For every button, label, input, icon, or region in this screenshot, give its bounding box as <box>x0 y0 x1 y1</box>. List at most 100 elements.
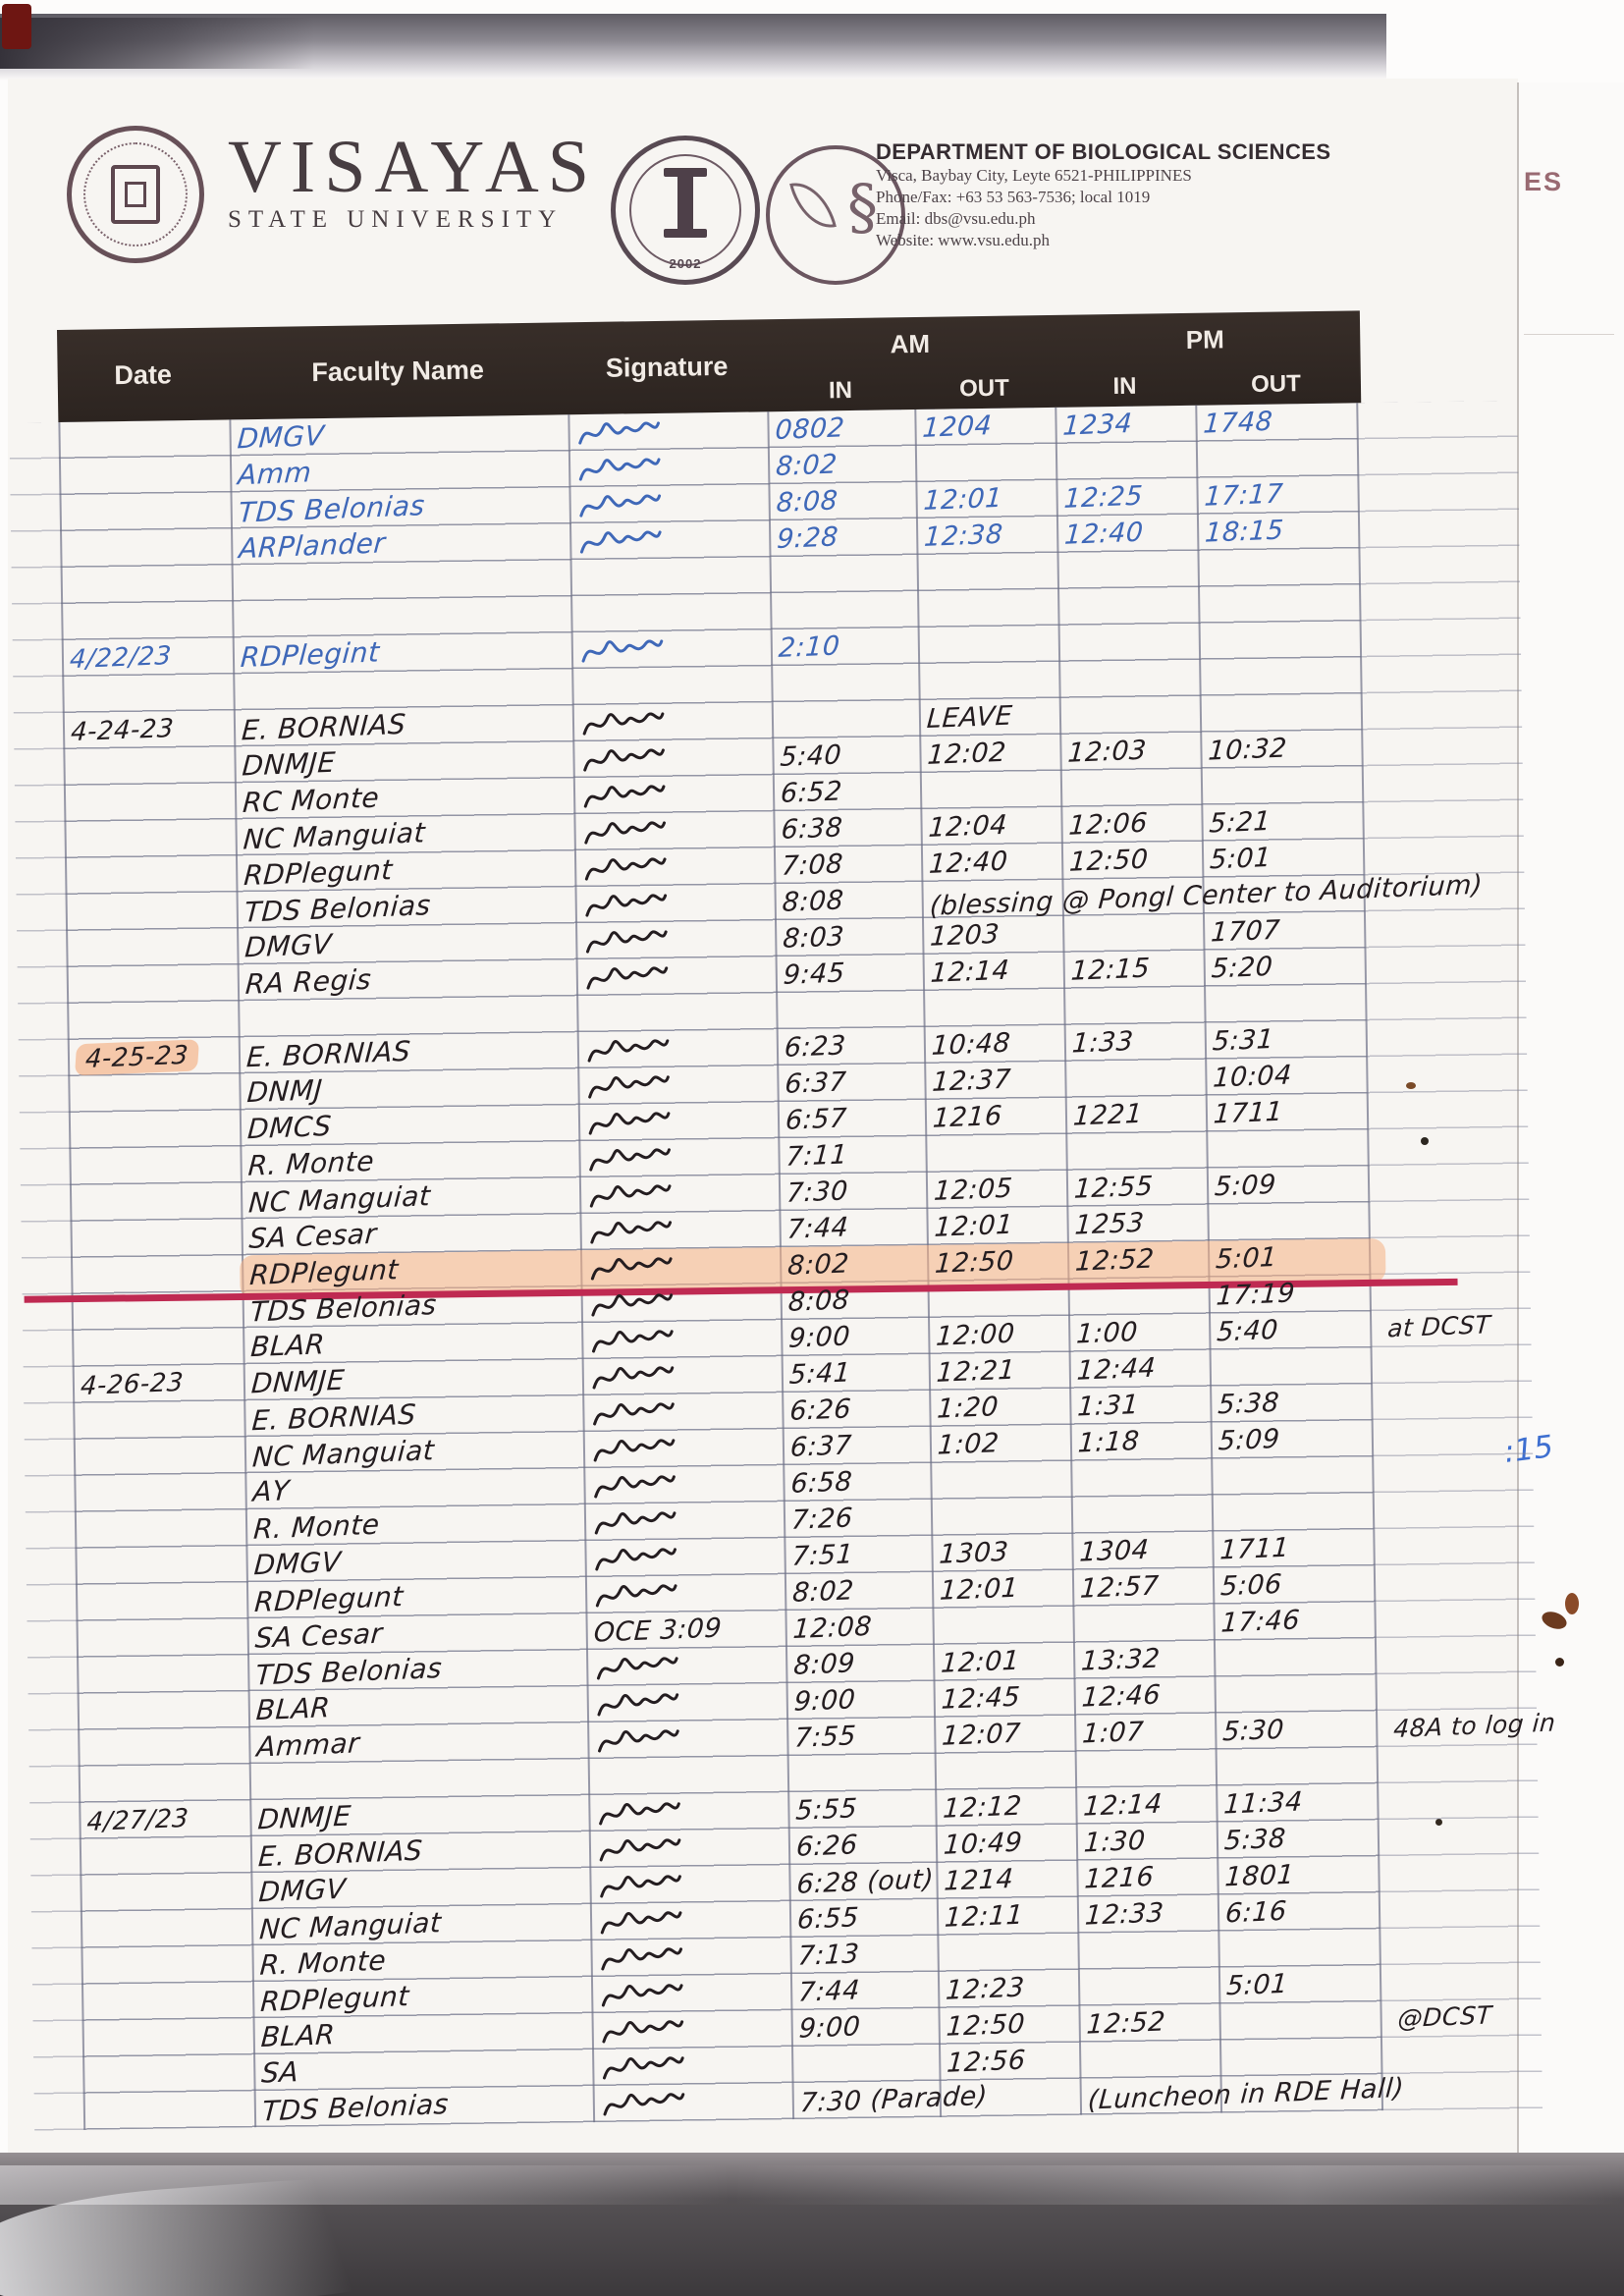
cell-am_in: 6:26 <box>782 1391 930 1429</box>
cell-am_in: 8:02 <box>785 1572 933 1611</box>
cell-sig <box>589 1865 789 1904</box>
handwritten-name: DMGV <box>244 927 333 963</box>
cell-sig <box>591 2010 791 2050</box>
handwritten-name: NC Manguiat <box>247 1178 432 1220</box>
handwritten-am_out: 12:07 <box>941 1718 1022 1752</box>
handwritten-am_in: 8:08 <box>786 1285 851 1318</box>
signature-mark <box>591 1292 674 1317</box>
handwritten-pm_in: 12:03 <box>1066 735 1148 769</box>
handwritten-date: 4/22/23 <box>69 640 173 675</box>
cell-name: NC Manguiat <box>251 1904 591 1945</box>
cell-am_in: 7:30 <box>779 1173 927 1211</box>
cell-pm_out: 5:09 <box>1211 1420 1374 1458</box>
cell-am_out: 12:01 <box>915 480 1056 519</box>
cell-pm_in: 12:06 <box>1060 805 1202 844</box>
handwritten-am_in: 8:03 <box>782 921 845 955</box>
cell-pm_in: (Luncheon in RDE Hall) <box>1080 2073 1405 2116</box>
cell-pm_in: 1:07 <box>1074 1714 1216 1752</box>
cell-sig <box>579 1211 780 1250</box>
handwritten-pm_out: 1711 <box>1218 1532 1291 1566</box>
cell-name: BLAR <box>243 1323 582 1364</box>
table-row: 4/27/23 DNMJE 5:55 12:12 12:14 11:34 <box>79 1783 1378 1839</box>
table-row: 4/22/23 RDPlegint 2:10 <box>62 621 1361 677</box>
stain-speck <box>1421 1137 1429 1145</box>
handwritten-name: TDS Belonias <box>243 888 432 929</box>
signature-text: OCE 3:09 <box>592 1613 724 1649</box>
cell-sig <box>577 1029 778 1068</box>
cell-date <box>82 2054 254 2094</box>
handwritten-am_out: 12:37 <box>931 1064 1012 1098</box>
handwritten-pm_in: 12:25 <box>1062 480 1144 515</box>
cell-am_out: 12:50 <box>927 1243 1068 1282</box>
cell-pm_in <box>1067 1278 1209 1316</box>
cell-sig <box>568 484 769 523</box>
cell-am_in: 6:38 <box>773 809 921 847</box>
handwritten-am_in: 7:44 <box>785 1212 850 1245</box>
handwritten-name: RDPlegunt <box>243 852 394 892</box>
cell-sig <box>588 1792 788 1831</box>
handwritten-am_out: 12:01 <box>933 1209 1014 1243</box>
handwritten-am_out: 1:20 <box>936 1392 1001 1425</box>
handwritten-pm_in: 12:55 <box>1073 1171 1155 1205</box>
cell-sig: OCE 3:09 <box>585 1611 785 1650</box>
cell-sig <box>571 629 772 669</box>
cell-date <box>70 1182 242 1222</box>
seal-ring <box>83 142 188 246</box>
handwritten-name: RA Regis <box>244 962 373 1001</box>
cell-date <box>70 1219 242 1258</box>
handwritten-am_out: 12:00 <box>935 1318 1016 1352</box>
cell-am_in: 6:37 <box>777 1064 925 1102</box>
cell-pm_in: 12:46 <box>1073 1677 1215 1716</box>
cell-am_out <box>930 1461 1071 1500</box>
cell-pm_out <box>1196 439 1359 477</box>
cell-pm_in <box>1064 1060 1206 1098</box>
handwritten-pm_in: 12:15 <box>1069 953 1152 987</box>
table-row: NC Manguiat 6:37 1:02 1:18 5:09 <box>74 1420 1373 1476</box>
cell-name: ARPlander <box>231 523 570 565</box>
handwritten-name: TDS Belonias <box>260 2087 450 2127</box>
signature-mark <box>601 1946 683 1970</box>
header-am-in: IN <box>828 376 853 405</box>
handwritten-pm_out: 10:04 <box>1212 1060 1293 1094</box>
handwritten-am_in: 5:41 <box>787 1357 852 1391</box>
signature-mark <box>595 1583 677 1607</box>
handwritten-am_out: 1216 <box>932 1100 1003 1134</box>
cell-pm_out <box>1214 1638 1377 1676</box>
cell-pm_out <box>1212 1493 1375 1531</box>
cell-sig <box>582 1356 783 1395</box>
table-row: DNMJ 6:37 12:37 10:04 <box>68 1057 1367 1113</box>
cell-name: TDS Belonias <box>230 487 569 529</box>
table-row: R. Monte 7:11 <box>69 1129 1368 1185</box>
cell-pm_in: 1:33 <box>1064 1023 1206 1062</box>
handwritten-am_out: 1203 <box>929 918 1001 953</box>
cell-pm_out <box>1199 621 1362 659</box>
handwritten-am_in: 8:08 <box>781 885 845 918</box>
signature-mark <box>592 1365 675 1390</box>
paper-right-edge <box>1517 82 1519 2153</box>
handwritten-am_in: 8:02 <box>786 1248 850 1282</box>
handwritten-name: DMCS <box>246 1109 333 1145</box>
signature-mark <box>588 1111 671 1135</box>
cell-pm_out: 11:34 <box>1216 1783 1379 1822</box>
cell-sig <box>589 1829 789 1868</box>
cell-am_out: 1:20 <box>929 1389 1070 1427</box>
cell-am_in: 9:28 <box>769 519 917 557</box>
cell-am_out: 12:45 <box>934 1679 1075 1718</box>
cell-date <box>80 1836 251 1876</box>
handwritten-name: Ammar <box>255 1725 361 1763</box>
signature-mark <box>595 1547 677 1570</box>
cell-pm_out: 10:32 <box>1200 730 1363 768</box>
cell-name: Amm <box>230 451 569 492</box>
cell-date <box>75 1546 246 1585</box>
handwritten-pm_in: 12:06 <box>1067 807 1149 842</box>
signature-mark <box>594 1474 676 1498</box>
cell-pm_out <box>1218 2001 1381 2040</box>
handwritten-name: RDPlegint <box>239 634 381 674</box>
cell-sig <box>577 1066 778 1105</box>
cell-name: DMGV <box>250 1868 590 1909</box>
cell-am_out: 12:38 <box>916 517 1057 555</box>
table-row: Amm 8:02 <box>59 439 1358 495</box>
handwritten-am_in: 6:37 <box>788 1430 853 1463</box>
table-row: NC Manguiat 7:30 12:05 12:55 5:09 <box>70 1166 1369 1222</box>
cell-am_out: 1303 <box>931 1534 1072 1572</box>
